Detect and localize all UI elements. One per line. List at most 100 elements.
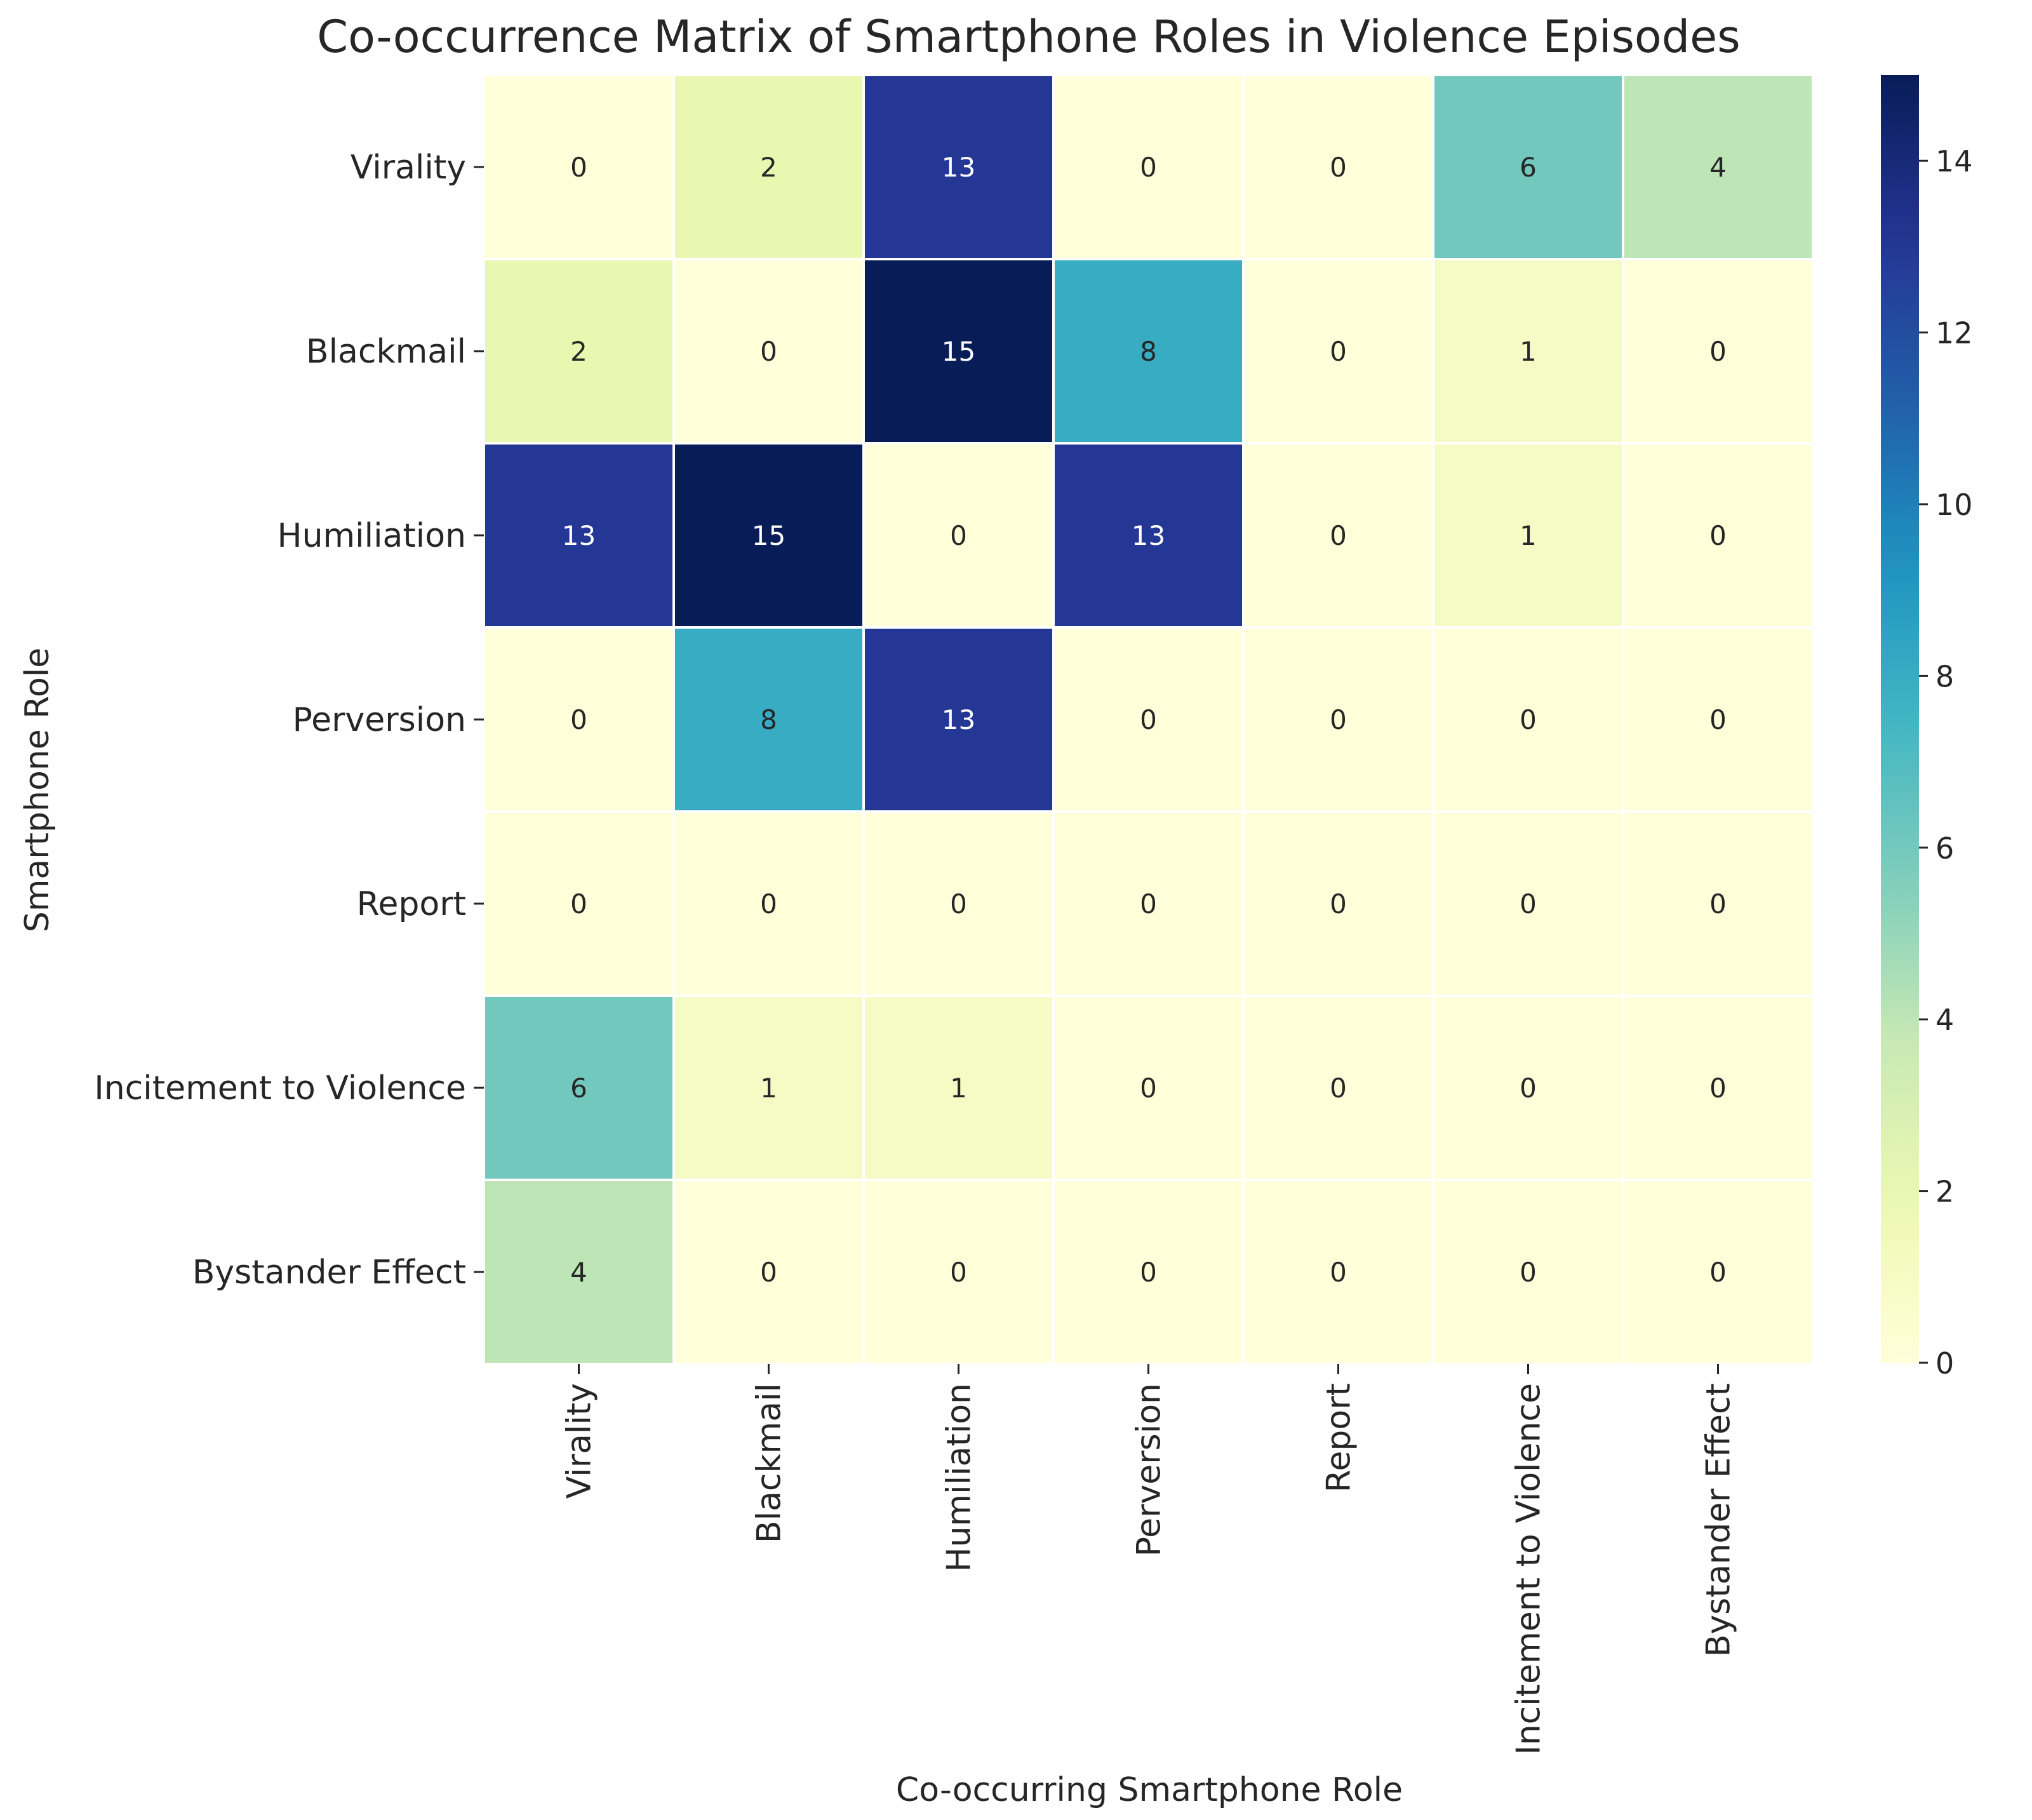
cell-value-label: 15 <box>752 520 785 551</box>
cell-value-label: 13 <box>562 520 596 551</box>
cell-value-label: 1 <box>1520 336 1537 367</box>
heatmap-cell-incitement-to-violence-humiliation <box>862 994 1055 1181</box>
cell-value-label: 8 <box>1140 336 1157 367</box>
x-tick-label-incitement-to-violence: Incitement to Violence <box>1510 1383 1548 1755</box>
colorbar-tick-label: 4 <box>1935 1003 1954 1037</box>
colorbar-tick-label: 6 <box>1935 831 1954 866</box>
heatmap-cell-blackmail-report <box>1242 258 1434 445</box>
heatmap-cell-blackmail-blackmail <box>672 258 865 445</box>
x-tick-label-bystander-effect: Bystander Effect <box>1700 1383 1738 1657</box>
cell-value-label: 13 <box>942 704 975 735</box>
y-axis-label: Smartphone Role <box>18 648 57 933</box>
heatmap-cell-blackmail-bystander-effect <box>1622 258 1814 445</box>
colorbar-tick-label: 14 <box>1935 144 1973 178</box>
cell-value-label: 1 <box>950 1073 967 1104</box>
cell-value-label: 15 <box>942 336 975 367</box>
cell-value-label: 0 <box>1140 704 1157 735</box>
colorbar-ticks: 0 2 4 6 8 10 12 14 <box>1919 144 1973 1381</box>
colorbar-tick-label: 0 <box>1935 1346 1954 1381</box>
heatmap-cells <box>483 74 1814 1365</box>
cell-value-label: 0 <box>570 888 587 920</box>
cell-value-label: 0 <box>1330 1257 1347 1288</box>
heatmap-cell-incitement-to-violence-bystander-effect <box>1622 994 1814 1181</box>
cell-value-label: 0 <box>950 520 967 551</box>
cell-value-label: 6 <box>570 1073 587 1104</box>
heatmap-cell-perversion-blackmail <box>672 626 865 813</box>
heatmap-cell-report-blackmail <box>672 810 865 997</box>
cell-value-label: 1 <box>760 1073 777 1104</box>
cell-value-label: 0 <box>760 888 777 920</box>
heatmap-cell-perversion-bystander-effect <box>1622 626 1814 813</box>
heatmap-cell-humiliation-report <box>1242 442 1434 629</box>
heatmap-cell-humiliation-virality <box>483 442 675 629</box>
cell-value-label: 0 <box>1140 1257 1157 1288</box>
cell-value-label: 13 <box>942 152 975 183</box>
y-tick-label-incitement-to-violence: Incitement to Violence <box>94 1069 466 1107</box>
y-tick-label-bystander-effect: Bystander Effect <box>192 1254 466 1292</box>
heatmap-cell-bystander-effect-report <box>1242 1179 1434 1365</box>
heatmap-cell-bystander-effect-humiliation <box>862 1179 1055 1365</box>
x-tick-label-report: Report <box>1320 1383 1358 1492</box>
heatmap-cell-incitement-to-violence-incitement-to-violence <box>1432 994 1624 1181</box>
x-tick-label-perversion: Perversion <box>1130 1383 1168 1556</box>
x-tick-label-virality: Virality <box>561 1383 599 1499</box>
cell-value-label: 0 <box>760 336 777 367</box>
y-tick-label-blackmail: Blackmail <box>306 333 466 371</box>
heatmap-cell-blackmail-incitement-to-violence <box>1432 258 1624 445</box>
heatmap-cell-virality-blackmail <box>672 74 865 260</box>
cell-value-label: 0 <box>1330 336 1347 367</box>
cell-value-label: 0 <box>1520 888 1537 920</box>
chart-title: Co-occurrence Matrix of Smartphone Roles… <box>317 11 1740 63</box>
heatmap-cell-bystander-effect-incitement-to-violence <box>1432 1179 1624 1365</box>
heatmap-cell-perversion-perversion <box>1052 626 1245 813</box>
cell-value-label: 0 <box>1330 888 1347 920</box>
heatmap-cell-bystander-effect-bystander-effect <box>1622 1179 1814 1365</box>
colorbar-tick-label: 8 <box>1935 659 1954 693</box>
heatmap-cell-blackmail-humiliation <box>862 258 1055 445</box>
heatmap-cell-bystander-effect-virality <box>483 1179 675 1365</box>
heatmap-cell-incitement-to-violence-perversion <box>1052 994 1245 1181</box>
y-tick-label-virality: Virality <box>351 149 466 187</box>
cell-value-label: 1 <box>1520 520 1537 551</box>
cell-value-label: 0 <box>760 1257 777 1288</box>
cell-value-label: 0 <box>950 888 967 920</box>
cell-value-label: 2 <box>570 336 587 367</box>
cell-value-label: 0 <box>1709 1257 1727 1288</box>
cell-value-label: 0 <box>1520 1073 1537 1104</box>
cell-value-label: 0 <box>1709 704 1727 735</box>
colorbar-tick-label: 2 <box>1935 1175 1954 1209</box>
heatmap-cell-report-humiliation <box>862 810 1055 997</box>
x-tick-label-blackmail: Blackmail <box>751 1383 789 1543</box>
cell-value-label: 0 <box>570 152 587 183</box>
x-tick-label-humiliation: Humiliation <box>940 1383 979 1572</box>
cell-value-label: 0 <box>570 704 587 735</box>
cell-value-label: 13 <box>1132 520 1165 551</box>
heatmap-cell-report-bystander-effect <box>1622 810 1814 997</box>
y-tick-label-perversion: Perversion <box>293 701 466 739</box>
y-tick-label-report: Report <box>357 885 466 923</box>
cell-value-label: 0 <box>1709 1073 1727 1104</box>
cell-value-label: 0 <box>1330 520 1347 551</box>
heatmap-cell-labels: 0 2 13 0 0 6 4 2 0 15 8 0 1 0 13 15 0 13 0 1 0 0 8 13 0 0 0 0 0 0 0 0 0 0… <box>562 152 1727 1288</box>
cell-value-label: 0 <box>1709 336 1727 367</box>
heatmap-cell-humiliation-humiliation <box>862 442 1055 629</box>
cell-value-label: 0 <box>950 1257 967 1288</box>
heatmap-cell-report-virality <box>483 810 675 997</box>
heatmap-cell-virality-virality <box>483 74 675 260</box>
colorbar-tick-label: 12 <box>1935 316 1973 351</box>
cell-value-label: 2 <box>760 152 777 183</box>
heatmap-cell-virality-humiliation <box>862 74 1055 260</box>
cell-value-label: 0 <box>1330 704 1347 735</box>
cell-value-label: 4 <box>570 1257 587 1288</box>
heatmap-cell-perversion-virality <box>483 626 675 813</box>
x-axis-label: Co-occurring Smartphone Role <box>896 1771 1403 1809</box>
cell-value-label: 0 <box>1520 704 1537 735</box>
heatmap-cell-humiliation-blackmail <box>672 442 865 629</box>
cell-value-label: 0 <box>1709 888 1727 920</box>
cell-value-label: 6 <box>1520 152 1537 183</box>
cell-value-label: 8 <box>760 704 777 735</box>
cell-value-label: 0 <box>1520 1257 1537 1288</box>
x-axis-ticks: Virality Blackmail Humiliation Perversion Re… <box>561 1364 1738 1755</box>
heatmap-cell-bystander-effect-blackmail <box>672 1179 865 1365</box>
